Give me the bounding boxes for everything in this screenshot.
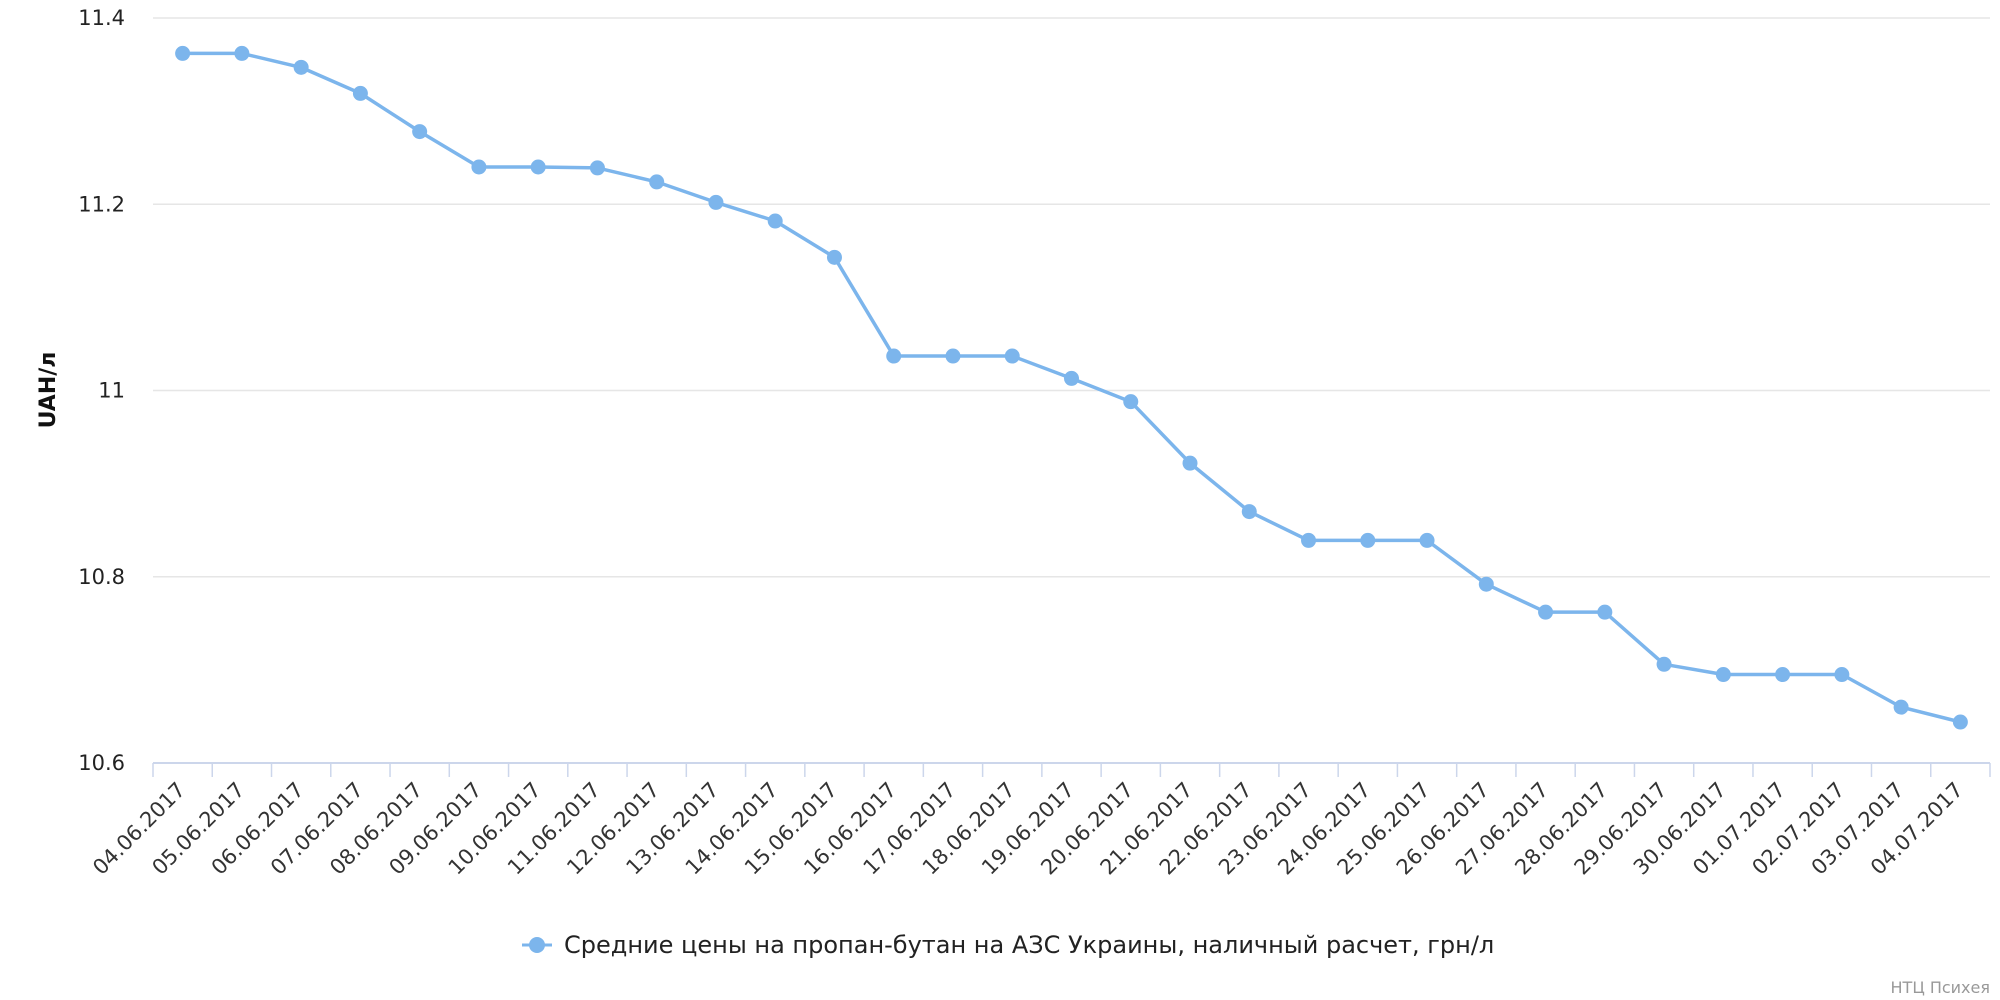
data-point[interactable] [1893,699,1909,715]
data-point[interactable] [589,160,605,176]
data-point[interactable] [352,85,368,101]
data-point[interactable] [1656,656,1672,672]
series-line [182,51,1961,724]
data-point[interactable] [412,124,428,140]
credit-text[interactable]: НТЦ Психея [1891,978,1990,997]
legend[interactable]: Средние цены на пропан-бутан на АЗС Укра… [522,931,1494,959]
data-point[interactable] [530,159,546,175]
series-line-group [175,45,1968,730]
data-point[interactable] [1538,604,1554,620]
data-point[interactable] [1301,532,1317,548]
data-point[interactable] [826,249,842,265]
data-point[interactable] [1064,370,1079,386]
data-point[interactable] [1182,455,1198,471]
x-axis: 04.06.201705.06.201706.06.201707.06.2017… [88,762,1991,880]
data-point[interactable] [234,45,250,61]
data-point[interactable] [708,194,724,210]
y-tick-label: 10.6 [78,751,125,775]
data-point[interactable] [1004,348,1020,364]
data-point[interactable] [1241,504,1257,520]
data-point[interactable] [1419,532,1435,548]
data-point[interactable] [886,348,902,364]
data-point[interactable] [1360,532,1376,548]
data-point[interactable] [1715,667,1731,683]
data-point[interactable] [649,174,665,190]
data-point[interactable] [293,59,309,75]
y-tick-label: 11.2 [78,192,125,216]
data-point[interactable] [945,348,961,364]
data-point[interactable] [1952,714,1968,730]
data-point[interactable] [767,213,783,229]
y-axis-label: UAH/л [36,352,61,429]
data-point[interactable] [1597,604,1613,620]
y-tick-label: 11 [98,379,125,403]
data-point[interactable] [1775,667,1791,683]
grid-lines [153,17,1990,578]
data-point[interactable] [1123,394,1139,410]
legend-label: Средние цены на пропан-бутан на АЗС Укра… [564,931,1494,959]
data-point[interactable] [471,159,487,175]
y-tick-label: 10.8 [78,565,125,589]
data-point[interactable] [175,45,191,61]
legend-marker-icon [529,937,545,953]
data-point[interactable] [1478,576,1494,592]
y-tick-label: 11.4 [78,6,125,30]
data-point[interactable] [1834,667,1850,683]
y-axis-ticks: 10.6 10.8 11 11.2 11.4 [78,6,125,775]
